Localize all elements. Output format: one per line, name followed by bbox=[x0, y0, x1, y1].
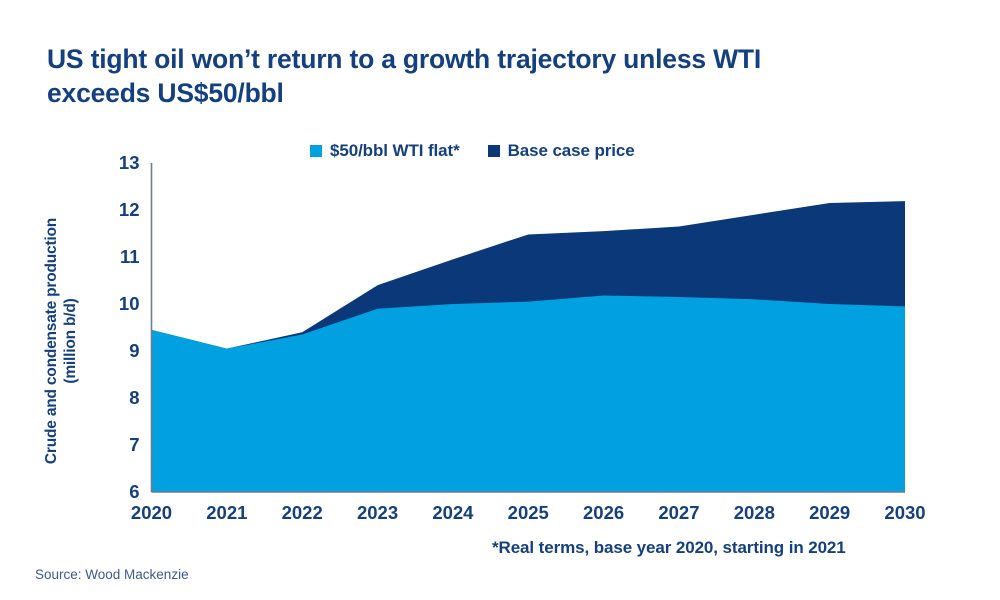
square-swatch-icon bbox=[487, 145, 500, 157]
y-tick-label: 13 bbox=[118, 152, 140, 173]
y-tick-label: 10 bbox=[118, 293, 140, 314]
y-axis-title-line2: (million b/d) bbox=[62, 298, 79, 384]
y-tick-label: 12 bbox=[118, 199, 140, 220]
y-axis-title: Crude and condensate production (million… bbox=[42, 176, 80, 506]
footnote: *Real terms, base year 2020, starting in… bbox=[492, 538, 846, 557]
y-axis-title-line1: Crude and condensate production bbox=[43, 217, 60, 465]
chart-legend: $50/bbl WTI flat* Base case price bbox=[310, 139, 635, 163]
x-tick-label: 2023 bbox=[356, 502, 399, 523]
legend-item-base-case-price[interactable]: Base case price bbox=[487, 141, 635, 161]
x-tick-label: 2026 bbox=[583, 502, 625, 523]
y-tick-label: 8 bbox=[129, 387, 140, 408]
y-tick-label: 7 bbox=[129, 434, 140, 455]
axis-layer bbox=[150, 163, 905, 493]
square-swatch-icon bbox=[310, 145, 322, 157]
y-tick-label: 9 bbox=[129, 340, 140, 361]
legend-label: Base case price bbox=[507, 141, 635, 160]
x-tick-label: 2027 bbox=[658, 502, 700, 523]
y-tick-label: 6 bbox=[129, 481, 140, 502]
x-tick-label: 2022 bbox=[281, 502, 323, 523]
legend-label: $50/bbl WTI flat* bbox=[330, 141, 460, 160]
legend-item-50bbl-wti-flat[interactable]: $50/bbl WTI flat* bbox=[310, 141, 460, 161]
x-tick-label: 2020 bbox=[130, 502, 173, 523]
x-tick-label: 2025 bbox=[507, 502, 549, 523]
x-tick-label: 2029 bbox=[809, 502, 851, 523]
series-layer bbox=[151, 201, 905, 492]
x-tick-label: 2021 bbox=[206, 502, 248, 523]
source-credit: Source: Wood Mackenzie bbox=[35, 567, 189, 582]
x-tick-label: 2030 bbox=[884, 502, 926, 523]
y-tick-label: 11 bbox=[119, 246, 140, 267]
page-title: US tight oil won’t return to a growth tr… bbox=[47, 44, 762, 108]
x-tick-label: 2024 bbox=[432, 502, 474, 523]
area-series-2 bbox=[151, 295, 905, 492]
x-tick-label: 2028 bbox=[733, 502, 775, 523]
